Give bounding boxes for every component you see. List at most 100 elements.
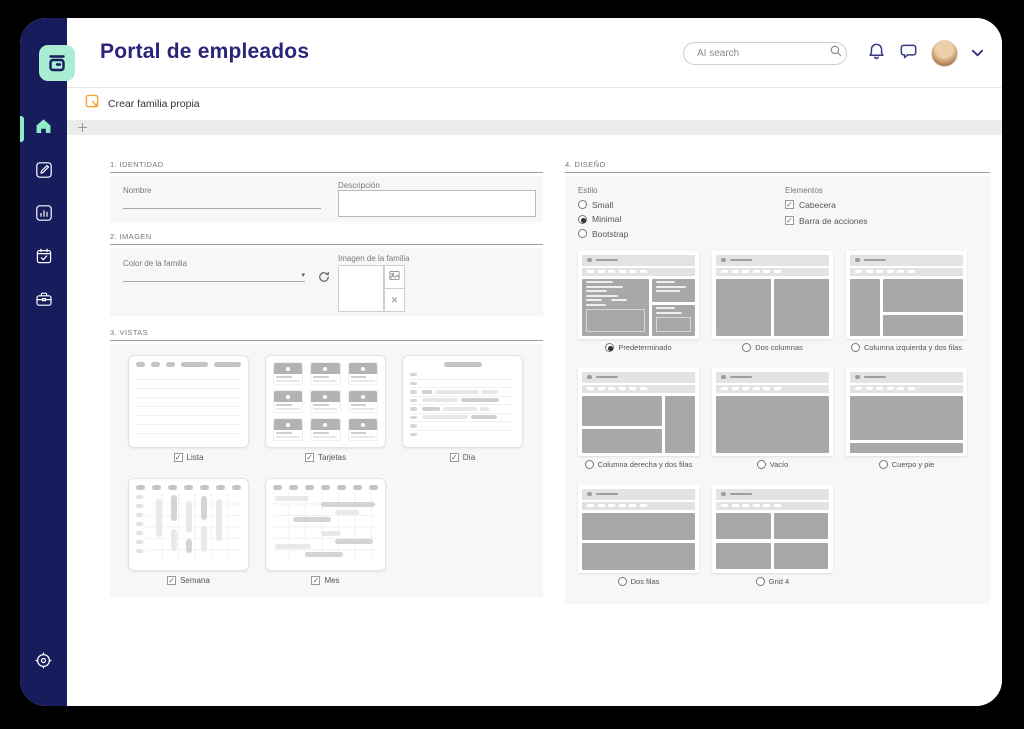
search-input[interactable] bbox=[697, 48, 829, 59]
view-thumb-mes[interactable] bbox=[265, 478, 386, 571]
search-icon[interactable] bbox=[829, 44, 843, 63]
layout-thumb-cuerpo-pie[interactable] bbox=[846, 367, 967, 456]
view-option-tarjetas[interactable]: Tarjetas bbox=[265, 355, 386, 462]
name-input[interactable] bbox=[123, 195, 321, 209]
col-der-dos-filas-radio[interactable] bbox=[584, 459, 594, 469]
sidebar-item-settings[interactable] bbox=[29, 648, 59, 678]
sidebar-item-home[interactable] bbox=[29, 114, 59, 144]
view-option-dia[interactable]: Día bbox=[402, 355, 523, 462]
lista-checkbox[interactable] bbox=[173, 453, 183, 462]
sidebar-item-work[interactable] bbox=[29, 286, 59, 316]
barra-acciones-label: Barra de acciones bbox=[799, 215, 868, 226]
panel-splitter[interactable] bbox=[67, 120, 1002, 135]
chat-icon[interactable] bbox=[899, 42, 918, 66]
col-izq-dos-filas-label: Columna izquierda y dos filas bbox=[864, 342, 962, 352]
layout-option-col-der-dos-filas[interactable]: Columna derecha y dos filas bbox=[578, 367, 699, 469]
layout-thumb-grid-4[interactable] bbox=[712, 484, 833, 573]
app-window: Portal de empleados bbox=[20, 18, 1002, 706]
cuerpo-pie-radio[interactable] bbox=[878, 459, 888, 469]
layout-option-vacio[interactable]: Vacío bbox=[712, 367, 833, 469]
view-option-semana[interactable]: Semana bbox=[128, 478, 249, 585]
element-option-cabecera[interactable]: Cabecera bbox=[785, 200, 868, 210]
name-label: Nombre bbox=[123, 186, 152, 195]
cabecera-label: Cabecera bbox=[799, 199, 836, 210]
dia-checkbox[interactable] bbox=[449, 453, 459, 462]
dos-columnas-radio[interactable] bbox=[742, 342, 752, 352]
view-thumb-tarjetas[interactable] bbox=[265, 355, 386, 448]
upload-image-button[interactable] bbox=[384, 265, 405, 289]
tarjetas-checkbox[interactable] bbox=[304, 453, 314, 462]
section-views-title: 3. VISTAS bbox=[110, 328, 543, 341]
app-header: Portal de empleados bbox=[67, 18, 1002, 88]
layout-thumb-dos-filas[interactable] bbox=[578, 484, 699, 573]
ai-search[interactable] bbox=[683, 42, 847, 65]
view-thumb-lista[interactable] bbox=[128, 355, 249, 448]
style-group-label: Estilo bbox=[578, 186, 598, 195]
small-label: Small bbox=[592, 199, 614, 210]
element-option-barra[interactable]: Barra de acciones bbox=[785, 216, 868, 226]
chevron-down-icon[interactable] bbox=[971, 45, 984, 63]
tarjetas-label: Tarjetas bbox=[317, 453, 346, 462]
family-color-select[interactable]: ▾ bbox=[123, 268, 305, 282]
sidebar-item-edit[interactable] bbox=[29, 157, 59, 187]
description-input[interactable] bbox=[338, 190, 536, 217]
layout-thumb-dos-columnas[interactable] bbox=[712, 250, 833, 339]
mes-checkbox[interactable] bbox=[311, 576, 321, 585]
family-image-preview bbox=[338, 265, 384, 312]
vacio-radio[interactable] bbox=[756, 459, 766, 469]
view-thumb-dia[interactable] bbox=[402, 355, 523, 448]
view-option-mes[interactable]: Mes bbox=[265, 478, 386, 585]
cabecera-checkbox[interactable] bbox=[785, 200, 794, 209]
barra-acciones-checkbox[interactable] bbox=[785, 216, 794, 225]
image-panel: Color de la familia ▾ Imagen de la famil… bbox=[110, 248, 543, 316]
grid-4-radio[interactable] bbox=[755, 576, 765, 586]
create-family-icon bbox=[85, 94, 100, 114]
layout-thumb-col-der-dos-filas[interactable] bbox=[578, 367, 699, 456]
layout-option-col-izq-dos-filas[interactable]: Columna izquierda y dos filas bbox=[846, 250, 967, 352]
dos-filas-label: Dos filas bbox=[630, 576, 660, 586]
calendar-check-icon bbox=[35, 247, 53, 270]
layout-option-cuerpo-pie[interactable]: Cuerpo y pie bbox=[846, 367, 967, 469]
layout-option-predeterminado[interactable]: Predeterminado bbox=[578, 250, 699, 352]
layout-option-grid-4[interactable]: Grid 4 bbox=[712, 484, 833, 586]
mes-label: Mes bbox=[324, 576, 340, 585]
active-nav-indicator bbox=[20, 116, 24, 142]
style-option-small[interactable]: Small bbox=[578, 200, 785, 210]
bell-icon[interactable] bbox=[867, 42, 886, 66]
view-option-lista[interactable]: Lista bbox=[128, 355, 249, 462]
brand-logo-icon[interactable] bbox=[39, 45, 75, 81]
layout-thumb-col-izq-dos-filas[interactable] bbox=[846, 250, 967, 339]
edit-icon bbox=[35, 161, 53, 184]
clear-image-button[interactable]: ✕ bbox=[384, 288, 405, 312]
views-panel: Lista bbox=[110, 344, 543, 597]
small-radio[interactable] bbox=[578, 200, 587, 209]
layout-thumb-predeterminado[interactable] bbox=[578, 250, 699, 339]
form-area: 1. IDENTIDAD Nombre Descripción 2. IMAGE… bbox=[67, 135, 1002, 706]
close-icon: ✕ bbox=[390, 294, 399, 305]
style-option-bootstrap[interactable]: Bootstrap bbox=[578, 229, 785, 239]
minimal-radio[interactable] bbox=[578, 214, 587, 224]
semana-checkbox[interactable] bbox=[167, 576, 177, 585]
dia-label: Día bbox=[462, 453, 476, 462]
layout-option-dos-filas[interactable]: Dos filas bbox=[578, 484, 699, 586]
predeterminado-radio[interactable] bbox=[605, 342, 615, 352]
user-avatar[interactable] bbox=[931, 40, 958, 67]
layout-thumb-vacio[interactable] bbox=[712, 367, 833, 456]
family-image-label: Imagen de la familia bbox=[338, 254, 410, 263]
grid-4-label: Grid 4 bbox=[768, 576, 790, 586]
col-der-dos-filas-label: Columna derecha y dos filas bbox=[597, 459, 693, 469]
style-option-minimal[interactable]: Minimal bbox=[578, 214, 785, 224]
bootstrap-radio[interactable] bbox=[578, 229, 587, 238]
toolbar: Crear familia propia bbox=[67, 88, 1002, 120]
layout-option-dos-columnas[interactable]: Dos columnas bbox=[712, 250, 833, 352]
elements-group-label: Elementos bbox=[785, 186, 823, 195]
vacio-label: Vacío bbox=[769, 459, 789, 469]
view-thumb-semana[interactable] bbox=[128, 478, 249, 571]
home-icon bbox=[34, 117, 53, 141]
sidebar-item-reports[interactable] bbox=[29, 200, 59, 230]
col-izq-dos-filas-radio[interactable] bbox=[851, 342, 861, 352]
lista-label: Lista bbox=[186, 453, 204, 462]
sidebar-item-calendar[interactable] bbox=[29, 243, 59, 273]
refresh-icon[interactable] bbox=[318, 270, 330, 288]
dos-filas-radio[interactable] bbox=[617, 576, 627, 586]
